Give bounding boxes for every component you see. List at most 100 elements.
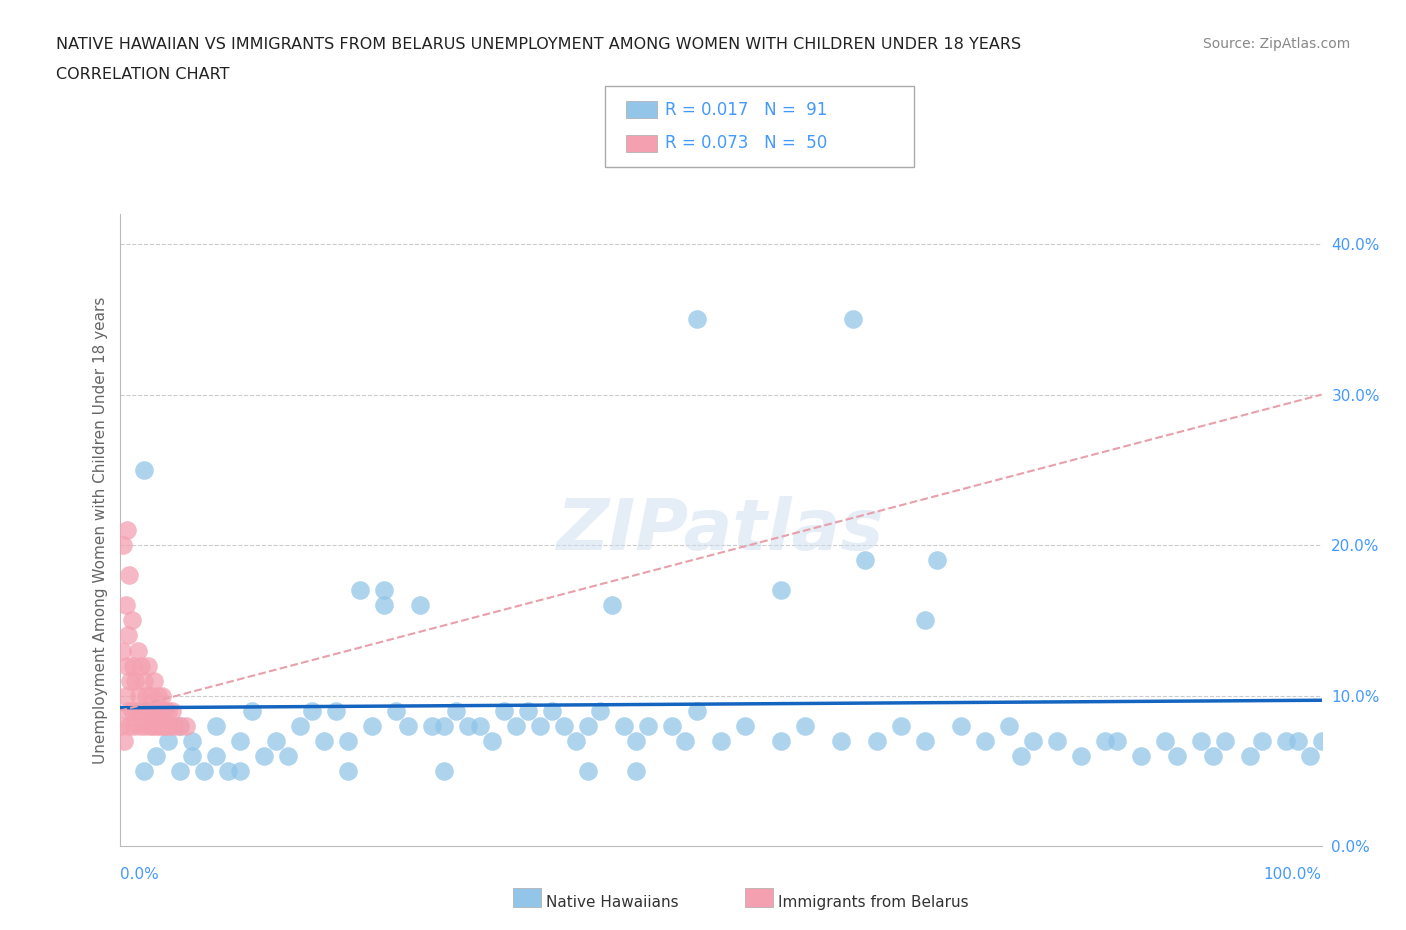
Point bbox=[494, 703, 516, 718]
Point bbox=[481, 734, 503, 749]
Point bbox=[685, 312, 707, 326]
Point bbox=[602, 598, 624, 613]
Point bbox=[134, 718, 156, 733]
Point bbox=[361, 718, 384, 733]
Point bbox=[769, 734, 792, 749]
Point bbox=[122, 718, 145, 733]
Point bbox=[159, 718, 181, 733]
Point bbox=[112, 538, 135, 552]
Point bbox=[120, 673, 142, 688]
Point bbox=[529, 718, 551, 733]
Point bbox=[142, 718, 165, 733]
Point bbox=[128, 688, 150, 703]
Point bbox=[1107, 734, 1129, 749]
Point bbox=[162, 703, 184, 718]
Point bbox=[769, 583, 792, 598]
Point bbox=[661, 718, 683, 733]
Point bbox=[842, 312, 865, 326]
Point bbox=[152, 703, 174, 718]
Point bbox=[129, 718, 152, 733]
Point bbox=[253, 749, 276, 764]
Point bbox=[734, 718, 756, 733]
Text: Immigrants from Belarus: Immigrants from Belarus bbox=[778, 895, 969, 910]
Point bbox=[866, 734, 889, 749]
Point bbox=[118, 718, 141, 733]
Point bbox=[949, 718, 972, 733]
Point bbox=[121, 613, 143, 628]
Point bbox=[111, 644, 134, 658]
Point bbox=[129, 658, 152, 673]
Point bbox=[853, 552, 876, 567]
Point bbox=[1215, 734, 1237, 749]
Point bbox=[180, 734, 202, 749]
Text: CORRELATION CHART: CORRELATION CHART bbox=[56, 67, 229, 82]
Point bbox=[121, 703, 143, 718]
Point bbox=[1154, 734, 1177, 749]
Text: 100.0%: 100.0% bbox=[1264, 867, 1322, 882]
Point bbox=[150, 688, 173, 703]
Point bbox=[626, 734, 648, 749]
Point bbox=[576, 718, 599, 733]
Point bbox=[420, 718, 443, 733]
Point bbox=[914, 734, 936, 749]
Point bbox=[115, 658, 138, 673]
Point bbox=[156, 734, 179, 749]
Point bbox=[228, 734, 252, 749]
Point bbox=[143, 673, 166, 688]
Point bbox=[409, 598, 432, 613]
Point bbox=[204, 749, 226, 764]
Point bbox=[637, 718, 659, 733]
Point bbox=[385, 703, 408, 718]
Point bbox=[1010, 749, 1032, 764]
Point bbox=[114, 598, 136, 613]
Point bbox=[153, 718, 176, 733]
Point bbox=[117, 703, 139, 718]
Point bbox=[169, 718, 191, 733]
Point bbox=[914, 613, 936, 628]
Point bbox=[127, 644, 149, 658]
Point bbox=[685, 703, 707, 718]
Point bbox=[1046, 734, 1069, 749]
Point bbox=[125, 703, 148, 718]
Point bbox=[336, 764, 359, 778]
Text: Native Hawaiians: Native Hawaiians bbox=[546, 895, 678, 910]
Point bbox=[1202, 749, 1225, 764]
Point bbox=[673, 734, 696, 749]
Point bbox=[709, 734, 731, 749]
Point bbox=[118, 568, 141, 583]
Point bbox=[149, 718, 172, 733]
Point bbox=[613, 718, 636, 733]
Point bbox=[517, 703, 540, 718]
Point bbox=[169, 718, 191, 733]
Point bbox=[146, 718, 169, 733]
Point bbox=[468, 718, 492, 733]
Point bbox=[433, 718, 456, 733]
Point bbox=[1094, 734, 1116, 749]
Point bbox=[155, 718, 177, 733]
Point bbox=[174, 718, 197, 733]
Point bbox=[115, 523, 138, 538]
Point bbox=[110, 718, 132, 733]
Text: R = 0.073   N =  50: R = 0.073 N = 50 bbox=[665, 134, 827, 153]
Point bbox=[148, 703, 170, 718]
Point bbox=[112, 734, 135, 749]
Point bbox=[1022, 734, 1045, 749]
Point bbox=[349, 583, 371, 598]
Point bbox=[974, 734, 997, 749]
Point bbox=[228, 764, 252, 778]
Point bbox=[1130, 749, 1153, 764]
Point bbox=[1286, 734, 1309, 749]
Point bbox=[541, 703, 564, 718]
Point bbox=[193, 764, 215, 778]
Point bbox=[433, 764, 456, 778]
Text: Source: ZipAtlas.com: Source: ZipAtlas.com bbox=[1202, 37, 1350, 51]
Point bbox=[288, 718, 311, 733]
Point bbox=[264, 734, 287, 749]
Point bbox=[146, 688, 169, 703]
Point bbox=[626, 764, 648, 778]
Point bbox=[1310, 734, 1333, 749]
Point bbox=[1166, 749, 1188, 764]
Point bbox=[325, 703, 347, 718]
Point bbox=[135, 688, 157, 703]
Point bbox=[138, 718, 160, 733]
